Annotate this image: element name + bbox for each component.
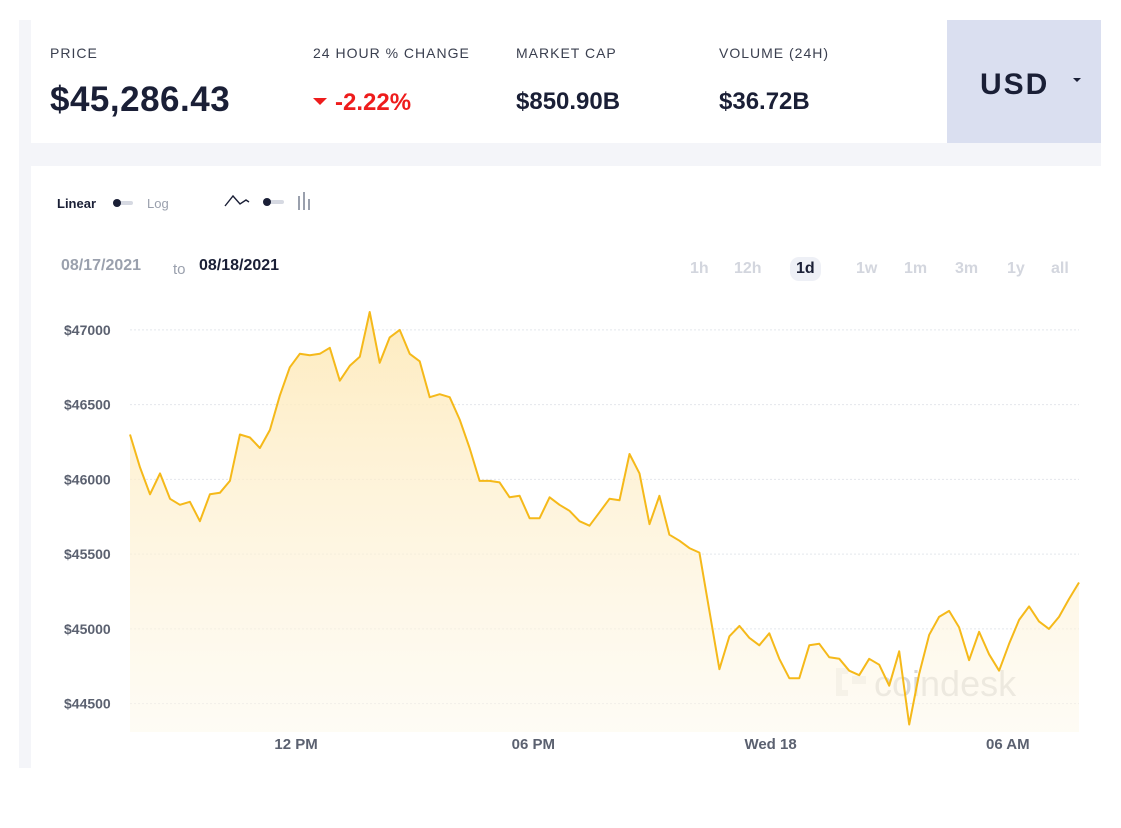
volume-value: $36.72B [719, 88, 810, 115]
caret-down-icon [1073, 78, 1081, 82]
change-value: -2.22% [335, 89, 412, 116]
currency-label: USD [980, 68, 1050, 101]
range-button-3m[interactable]: 3m [955, 260, 979, 277]
y-tick-label: $46000 [64, 471, 111, 487]
date-to[interactable]: 08/18/2021 [199, 257, 280, 274]
down-arrow-icon [313, 98, 327, 105]
chart-style-toggle[interactable] [224, 190, 319, 214]
range-button-1d[interactable]: 1d [790, 257, 821, 281]
stats-bar: PRICE $45,286.43 24 HOUR % CHANGE -2.22%… [31, 20, 947, 143]
range-button-1h[interactable]: 1h [690, 260, 709, 277]
market-cap-label: MARKET CAP [516, 45, 617, 61]
price-area [130, 312, 1079, 732]
y-tick-label: $44500 [64, 696, 111, 712]
price-label: PRICE [50, 45, 98, 61]
scale-switch[interactable] [113, 199, 133, 207]
linear-label[interactable]: Linear [57, 196, 97, 211]
x-axis: 12 PM 06 PM Wed 18 06 AM [274, 736, 1029, 753]
range-button-1m[interactable]: 1m [904, 260, 928, 277]
x-tick-label: 06 AM [986, 736, 1030, 753]
date-to-word: to [173, 261, 186, 278]
log-label[interactable]: Log [147, 196, 169, 211]
line-chart-icon[interactable] [224, 194, 250, 207]
x-tick-label: 06 PM [512, 736, 555, 753]
y-tick-label: $47000 [64, 322, 111, 338]
chart-style-switch[interactable] [263, 198, 284, 206]
y-tick-label: $45500 [64, 546, 111, 562]
y-tick-label: $45000 [64, 621, 111, 637]
x-tick-label: 12 PM [274, 736, 317, 753]
date-from[interactable]: 08/17/2021 [61, 257, 142, 274]
market-cap-value: $850.90B [516, 88, 621, 115]
y-tick-label: $46500 [64, 397, 111, 413]
change-label: 24 HOUR % CHANGE [313, 45, 470, 61]
y-axis: $47000 $46500 $46000 $45500 $45000 $44500 [64, 322, 111, 712]
range-button-12h[interactable]: 12h [734, 260, 762, 277]
price-line[interactable] [129, 311, 1080, 726]
range-button-1w[interactable]: 1w [856, 260, 878, 277]
x-tick-label: Wed 18 [744, 736, 796, 753]
range-button-all[interactable]: all [1051, 260, 1069, 277]
volume-label: VOLUME (24H) [719, 45, 830, 61]
scale-toggle[interactable]: Linear Log [57, 193, 182, 215]
scale-switch-knob [113, 199, 121, 207]
range-button-1y[interactable]: 1y [1007, 260, 1025, 277]
currency-selector[interactable]: USD [947, 20, 1101, 143]
chart-style-icons [224, 192, 310, 210]
price-value: $45,286.43 [50, 80, 231, 119]
bar-chart-icon[interactable] [298, 192, 310, 210]
